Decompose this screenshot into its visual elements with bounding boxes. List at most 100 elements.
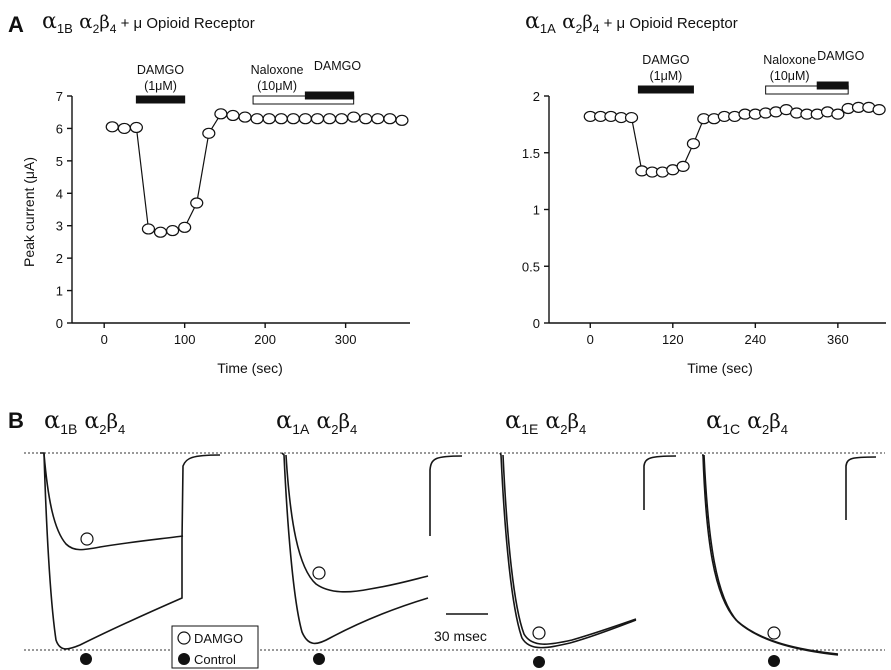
- chartL-drug-bar-0: [135, 95, 186, 104]
- legend-open-circle-icon: [177, 631, 191, 645]
- chartR-xtick-label: 360: [827, 332, 849, 347]
- title-right-p1: 1A: [540, 21, 556, 36]
- chartL-point-6: [178, 221, 192, 233]
- title-right-p2: α: [556, 9, 576, 33]
- chartR-point-9: [676, 160, 690, 172]
- time-scale-bar-label: 30 msec: [434, 628, 487, 644]
- trace-label-1e: α1E α2β4: [505, 406, 586, 437]
- chart-right-drug-bars: DAMGO (1μM) Naloxone (10μM) DAMGO: [637, 49, 865, 95]
- chartL-point-14: [274, 113, 288, 125]
- chartL-point-3: [141, 223, 156, 235]
- trace-1e-damgo: [502, 454, 637, 645]
- trace-1a-damgo: [285, 454, 429, 593]
- chartR-ytick-label: 1.5: [522, 146, 540, 161]
- trace-1e-tail-current: [643, 455, 677, 510]
- chart-right-axes: 0 0.5 1 1.5 2 0 120 240 360: [522, 89, 886, 347]
- chartL-xtick-label: 0: [101, 332, 108, 347]
- trace-label-1b-p5: 4: [118, 422, 125, 437]
- chartL-ytick-label: 3: [56, 219, 63, 234]
- chartL-ytick-label: 4: [56, 186, 63, 201]
- chart-left-ylabel: Peak current (μA): [21, 157, 37, 267]
- trace-label-1e-p1: 1E: [521, 421, 538, 437]
- chartR-drug-bar-0-label-0: DAMGO: [642, 53, 690, 67]
- chartR-point-4: [624, 111, 639, 124]
- chartL-ytick-label: 6: [56, 121, 63, 136]
- trace-label-1a-p2: α: [309, 409, 331, 434]
- title-left-p0: α: [42, 9, 57, 34]
- trace-group-1b: [40, 452, 221, 665]
- chartL-xtick-label: 100: [174, 332, 196, 347]
- trace-label-1b-p4: β: [106, 409, 118, 433]
- chart-alpha1a: α1A α2β4 + μ Opioid Receptor 00.511.520 1…: [522, 9, 886, 376]
- trace-label-1e-p0: α: [505, 406, 521, 434]
- trace-1c-control: [702, 454, 839, 655]
- chartL-xtick-label: 300: [335, 332, 357, 347]
- title-right-p0: α: [525, 9, 540, 34]
- trace-label-1b-p0: α: [44, 406, 60, 434]
- trace-label-1c-p1: 1C: [722, 421, 740, 437]
- trace-1e-control: [499, 452, 637, 649]
- chartL-drug-bar-2: [304, 91, 355, 100]
- trace-1c-control-marker: [768, 655, 780, 667]
- trace-label-1e-p3: 2: [560, 422, 567, 437]
- chartR-point-24: [831, 108, 845, 120]
- trace-label-1c: α1C α2β4: [706, 406, 788, 437]
- trace-1a-control: [281, 452, 429, 645]
- chart-right-series: [583, 101, 886, 178]
- legend: DAMGO Control: [171, 625, 259, 669]
- chartL-ytick-label: 2: [56, 251, 63, 266]
- trace-label-1a-p0: α: [276, 406, 292, 434]
- chartR-drug-bar-1: [765, 85, 849, 95]
- chartL-point-1: [117, 122, 131, 135]
- title-left-p3: 2: [93, 22, 100, 36]
- trace-1b-control-marker: [80, 653, 92, 665]
- chartL-point-0: [105, 121, 119, 133]
- chartR-ytick-label: 0.5: [522, 259, 540, 274]
- chart-left-axes: 0 1 2 3 4 5 6 7 0 100 200 300: [56, 89, 410, 347]
- trace-label-1c-p0: α: [706, 406, 722, 434]
- chartL-series-line: [112, 113, 403, 233]
- trace-label-1b: α1B α2β4: [44, 406, 125, 437]
- trace-label-1a: α1A α2β4: [276, 406, 357, 437]
- trace-group-1a: [281, 452, 463, 665]
- title-left-p6: + μ Opioid Receptor: [116, 15, 254, 32]
- chartR-drug-bar-1-label-0: Naloxone: [763, 53, 816, 67]
- chartL-point-23: [383, 113, 397, 125]
- chartL-point-8: [202, 127, 216, 139]
- trace-label-1a-p4: β: [338, 409, 350, 433]
- chartL-point-24: [395, 114, 409, 126]
- chartR-xtick-label: 240: [744, 332, 766, 347]
- trace-1a-tail-current: [429, 455, 463, 536]
- chartR-drug-bar-1-label-1: (10μM): [770, 69, 810, 83]
- title-left-p4: β: [99, 12, 109, 33]
- chart-right-xlabel: Time (sec): [687, 360, 753, 376]
- trace-label-1b-p1: 1B: [60, 421, 77, 437]
- chartL-point-20: [347, 111, 361, 123]
- trace-label-1c-p3: 2: [762, 422, 769, 437]
- trace-1c-damgo-marker: [767, 626, 781, 640]
- title-right-p5: 4: [593, 22, 600, 36]
- trace-label-1c-p4: β: [769, 409, 781, 433]
- chartL-point-12: [250, 113, 264, 125]
- panel-b-letter: B: [8, 408, 24, 433]
- chartL-point-10: [226, 109, 240, 122]
- trace-label-1a-p1: 1A: [292, 421, 310, 437]
- chartR-drug-bar-0-label-1: (1μM): [649, 69, 682, 83]
- trace-1b-damgo-marker: [80, 532, 94, 546]
- trace-label-1e-p2: α: [538, 409, 560, 434]
- chartL-ytick-label: 7: [56, 89, 63, 104]
- chartL-point-18: [322, 113, 337, 125]
- chartL-point-17: [310, 113, 325, 125]
- trace-1e-control-marker: [533, 656, 545, 668]
- chartL-ytick-label: 0: [56, 316, 63, 331]
- trace-label-1c-p2: α: [740, 409, 762, 434]
- chart-right-title: α1A α2β4 + μ Opioid Receptor: [525, 9, 738, 36]
- trace-1c-damgo: [703, 454, 839, 656]
- chartR-drug-bar-2-label-0: DAMGO: [817, 49, 865, 63]
- chartL-drug-bar-0-label-0: DAMGO: [137, 63, 185, 77]
- title-left-p5: 4: [110, 22, 117, 36]
- legend-filled-circle-icon: [178, 653, 190, 665]
- trace-label-1e-p5: 4: [579, 422, 586, 437]
